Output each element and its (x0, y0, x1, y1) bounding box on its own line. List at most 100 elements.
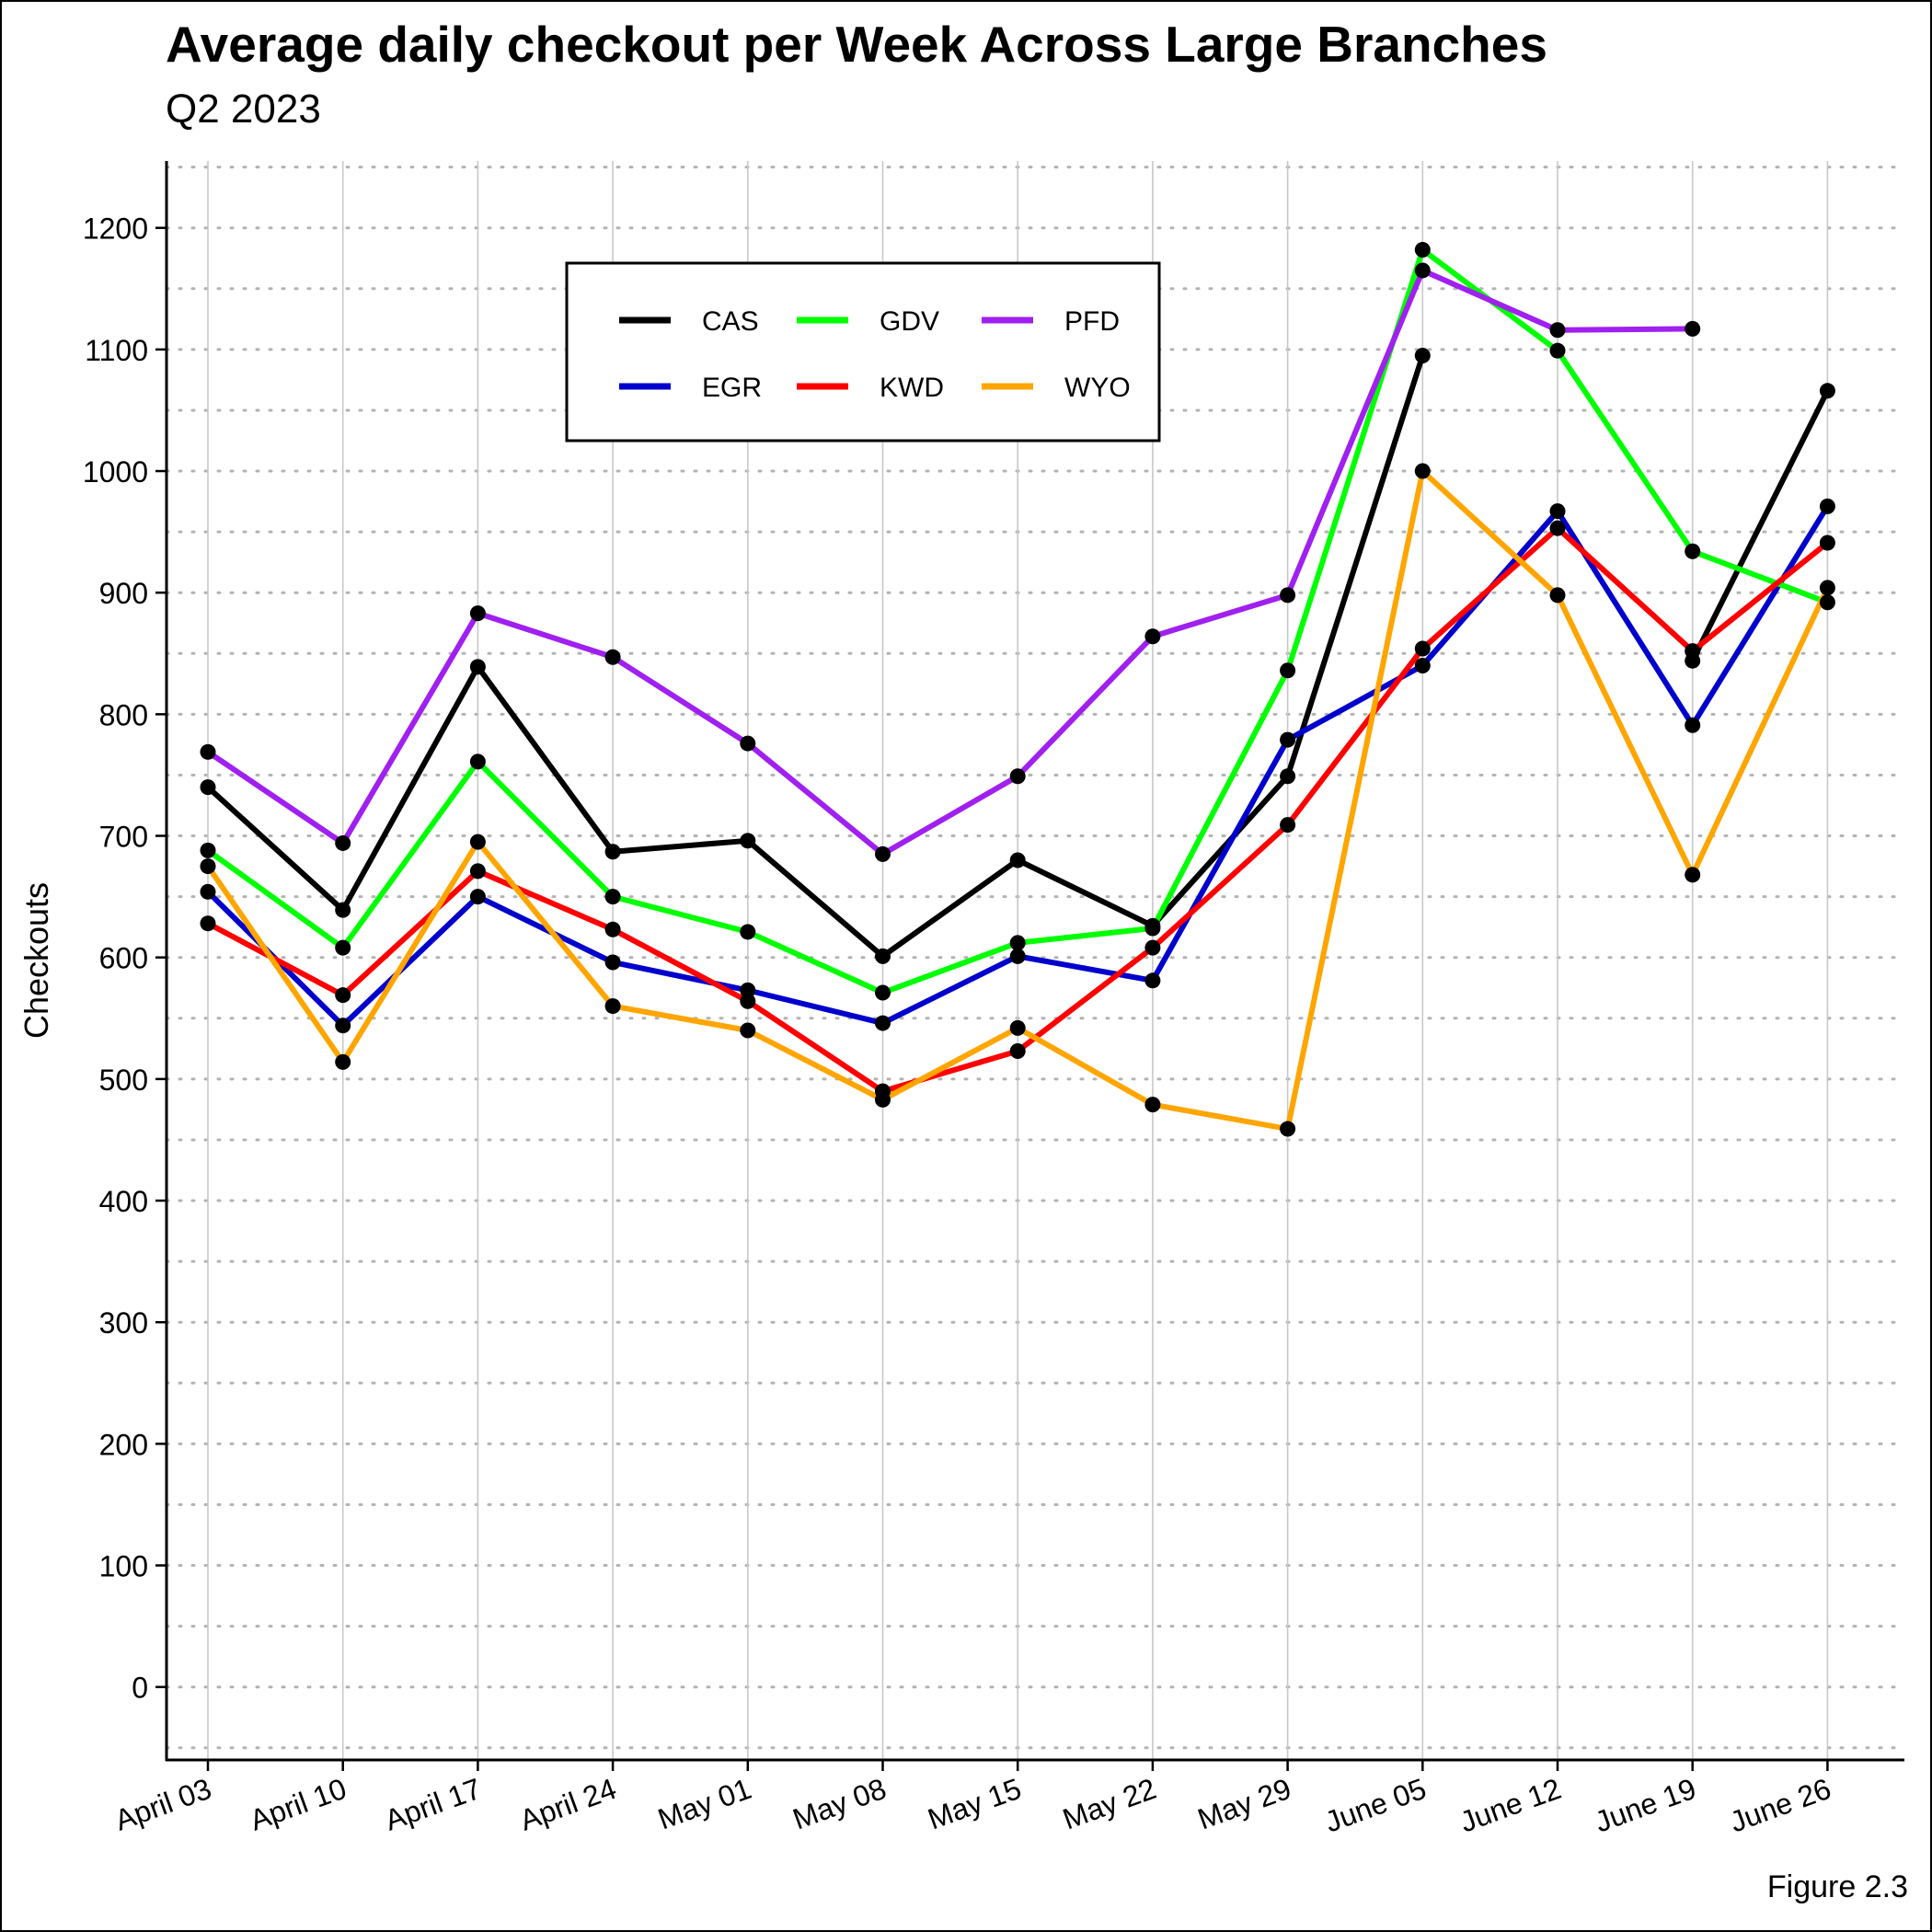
data-point-cas (1414, 347, 1431, 363)
x-tick-label: June 05 (1320, 1772, 1430, 1839)
x-tick-label: June 12 (1455, 1772, 1565, 1839)
data-point-kwd (1685, 643, 1701, 660)
y-tick-label: 900 (99, 577, 148, 610)
data-point-pfd (200, 743, 216, 760)
chart-title: Average daily checkout per Week Across L… (166, 16, 1547, 73)
y-tick-label: 1100 (85, 334, 148, 367)
x-tick-label: April 10 (246, 1772, 351, 1837)
data-point-kwd (1009, 1042, 1026, 1059)
data-point-pfd (335, 834, 351, 851)
data-point-egr (1280, 731, 1296, 748)
data-point-wyo (469, 834, 486, 850)
data-point-pfd (1685, 320, 1701, 337)
legend-label-kwd: KWD (880, 373, 944, 403)
data-point-gdv (875, 984, 891, 1001)
legend-label-wyo: WYO (1064, 373, 1131, 403)
data-point-gdv (1819, 594, 1835, 611)
data-point-wyo (1549, 587, 1566, 604)
data-point-wyo (200, 858, 216, 875)
data-point-pfd (1549, 322, 1566, 339)
data-point-kwd (469, 863, 486, 880)
x-tick-label: May 15 (924, 1772, 1026, 1836)
data-point-wyo (740, 1022, 756, 1039)
data-point-wyo (604, 998, 621, 1015)
legend-label-pfd: PFD (1064, 306, 1120, 337)
data-point-pfd (1414, 262, 1431, 279)
y-tick-label: 600 (99, 942, 148, 975)
y-tick-label: 200 (99, 1428, 148, 1461)
data-point-egr (604, 954, 621, 971)
data-point-cas (1009, 852, 1026, 868)
data-point-pfd (1144, 628, 1161, 645)
data-point-wyo (1144, 1097, 1161, 1113)
series-line-cas (1689, 387, 1831, 664)
figure-caption: Figure 2.3 (1766, 1869, 1908, 1904)
data-point-egr (1685, 717, 1701, 733)
data-point-gdv (1144, 920, 1161, 937)
data-point-egr (740, 982, 756, 998)
x-tick-label: June 19 (1591, 1772, 1700, 1839)
data-point-egr (1144, 972, 1161, 989)
data-point-gdv (1414, 241, 1431, 258)
data-point-cas (1280, 768, 1296, 785)
data-point-gdv (740, 924, 756, 940)
x-tick-label: May 08 (788, 1772, 891, 1836)
legend-label-egr: EGR (702, 373, 762, 403)
y-tick-label: 500 (99, 1064, 148, 1097)
data-point-kwd (335, 987, 351, 1004)
data-point-kwd (1144, 939, 1161, 956)
data-point-kwd (1819, 535, 1835, 551)
data-point-gdv (469, 753, 486, 770)
data-point-cas (200, 779, 216, 796)
data-point-wyo (1685, 867, 1701, 883)
legend: CAS GDV PFD EGR KWD WYO (565, 261, 1161, 443)
y-tick-label: 1200 (83, 213, 148, 246)
y-tick-label: 1000 (83, 455, 148, 489)
axes (155, 161, 1904, 1771)
legend-label-cas: CAS (702, 306, 759, 337)
data-point-wyo (875, 1091, 891, 1108)
y-tick-label: 400 (99, 1185, 148, 1218)
data-point-egr (1549, 503, 1566, 520)
data-point-wyo (1819, 580, 1835, 596)
data-point-kwd (604, 921, 621, 937)
data-point-egr (875, 1015, 891, 1031)
data-point-cas (335, 902, 351, 918)
y-tick-label: 300 (99, 1306, 148, 1340)
data-point-gdv (335, 939, 351, 956)
x-tick-label: May 22 (1058, 1772, 1160, 1836)
x-tick-label: April 03 (110, 1772, 215, 1837)
data-point-pfd (1280, 587, 1296, 604)
data-point-kwd (740, 993, 756, 1009)
data-point-kwd (1549, 520, 1566, 536)
data-point-cas (740, 833, 756, 849)
data-point-pfd (875, 845, 891, 862)
data-point-egr (200, 883, 216, 900)
data-point-gdv (200, 842, 216, 858)
data-point-wyo (335, 1053, 351, 1070)
data-point-wyo (1414, 463, 1431, 479)
y-tick-label: 0 (132, 1672, 148, 1705)
x-tick-label: April 24 (515, 1772, 620, 1837)
data-point-egr (335, 1018, 351, 1034)
series-line-pfd (205, 267, 1696, 857)
data-point-cas (875, 948, 891, 964)
legend-box (565, 261, 1161, 443)
data-point-pfd (469, 605, 486, 622)
series-markers (200, 241, 1835, 1137)
data-point-gdv (1685, 543, 1701, 559)
data-point-pfd (740, 735, 756, 752)
x-tick-label: April 17 (381, 1772, 486, 1837)
data-point-egr (1819, 498, 1835, 514)
data-point-kwd (1280, 817, 1296, 834)
data-point-gdv (1009, 935, 1026, 951)
data-point-pfd (1009, 768, 1026, 785)
x-tick-label: May 01 (653, 1772, 755, 1836)
data-point-wyo (1280, 1121, 1296, 1137)
data-point-cas (1819, 383, 1835, 399)
data-point-gdv (1549, 342, 1566, 359)
x-tick-label: May 29 (1193, 1772, 1295, 1836)
data-point-egr (1009, 948, 1026, 964)
data-point-gdv (1280, 662, 1296, 679)
